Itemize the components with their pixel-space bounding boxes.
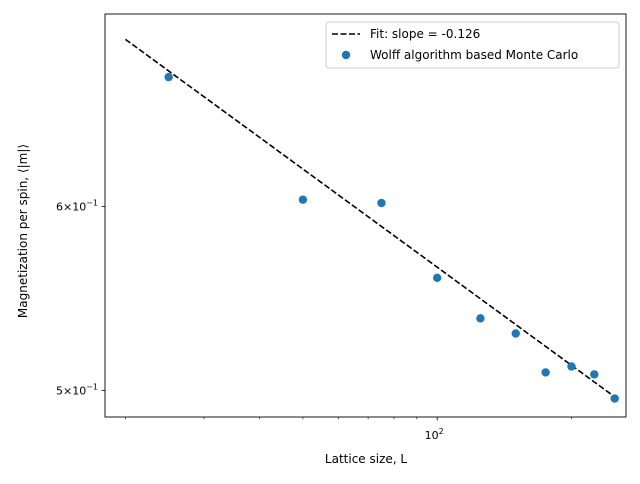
legend-label: Fit: slope = -0.126 xyxy=(370,27,480,41)
y-tick-mantissa: 6×10 xyxy=(56,200,86,213)
y-tick-exponent: −1 xyxy=(86,198,98,207)
x-tick-exponent: 2 xyxy=(439,427,444,436)
y-axis-label: Magnetization per spin, ⟨|m|⟩ xyxy=(16,144,30,318)
data-point xyxy=(298,195,308,204)
plot-frame xyxy=(104,13,627,418)
legend-box xyxy=(325,21,620,69)
legend: Fit: slope = -0.126 Wolff algorithm based… xyxy=(325,21,620,69)
y-tick-label: 6×10−1 xyxy=(56,198,98,213)
data-point xyxy=(590,370,599,379)
data-point xyxy=(567,362,576,371)
data-point xyxy=(164,72,173,82)
data-point xyxy=(511,329,520,338)
plot-marks xyxy=(124,38,619,403)
data-point xyxy=(476,314,485,323)
data-point xyxy=(610,394,619,403)
fit-line xyxy=(124,38,616,398)
y-tick-mantissa: 5×10 xyxy=(56,384,86,397)
data-point xyxy=(433,273,442,283)
data-point xyxy=(541,368,550,377)
x-axis-label: Lattice size, L xyxy=(325,452,407,466)
y-tick-exponent: −1 xyxy=(86,382,98,391)
data-point xyxy=(377,198,386,208)
y-tick-label: 5×10−1 xyxy=(56,382,98,397)
legend-point-marker xyxy=(341,50,351,60)
legend-label: Wolff algorithm based Monte Carlo xyxy=(370,48,578,62)
